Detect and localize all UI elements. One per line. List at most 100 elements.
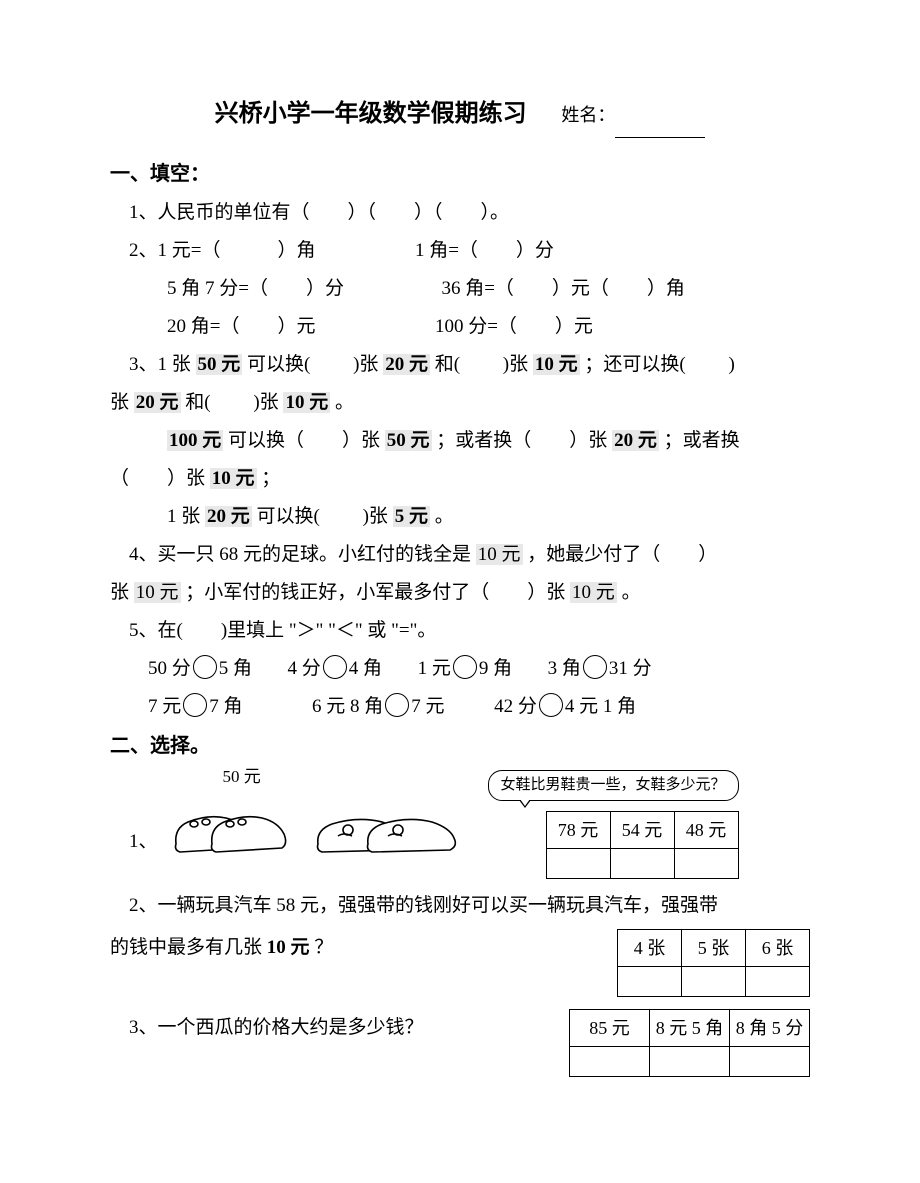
amount-10-bold: 10 元 xyxy=(267,937,310,958)
q1-4-line1: 4、买一只 68 元的足球。小红付的钱全是 10 元 ，她最少付了（ ） xyxy=(110,536,810,574)
cmp-right: 4 元 1 角 xyxy=(565,696,636,717)
cmp-left: 6 元 8 角 xyxy=(312,696,383,717)
q1-1: 1、人民币的单位有（ ）（ ）（ ）。 xyxy=(110,194,810,232)
answer-cell[interactable] xyxy=(570,1047,650,1077)
cmp-right: 9 角 xyxy=(479,658,512,679)
option-cell: 8 元 5 角 xyxy=(650,1010,730,1047)
text: ； xyxy=(261,468,280,489)
shoes-illustration: 50 元 xyxy=(168,780,478,870)
q2-1-number: 1、 xyxy=(110,823,158,861)
cmp-right: 31 分 xyxy=(609,658,652,679)
q2-2-text-a: 2、一辆玩具汽车 58 元，强强带的钱刚好可以买一辆玩具汽车，强强带 xyxy=(110,887,810,925)
q1-5-intro: 5、在( )里填上 "＞" "＜" 或 "="。 xyxy=(110,612,810,650)
circle-blank[interactable] xyxy=(539,693,563,717)
text: 和( )张 xyxy=(435,354,528,375)
q2-3-options-table: 85 元 8 元 5 角 8 角 5 分 xyxy=(569,1009,810,1077)
amount-10: 10 元 xyxy=(476,544,523,565)
circle-blank[interactable] xyxy=(323,655,347,679)
amount-10: 10 元 xyxy=(134,582,181,603)
text: 1 张 xyxy=(167,506,200,527)
answer-cell[interactable] xyxy=(546,849,610,879)
text: 。 xyxy=(335,392,354,413)
amount-20: 20 元 xyxy=(134,392,181,413)
section-2-heading: 二、选择。 xyxy=(110,726,810,766)
text: （ ）张 xyxy=(110,468,205,489)
circle-blank[interactable] xyxy=(385,693,409,717)
q1-2e: 20 角=（ ）元 xyxy=(167,316,315,337)
name-input-line[interactable] xyxy=(615,137,705,138)
circle-blank[interactable] xyxy=(453,655,477,679)
text: 的钱中最多有几张 xyxy=(110,937,262,958)
option-cell: 6 张 xyxy=(746,930,810,967)
q1-3-line3: 100 元 可以换（ ）张 50 元 ；或者换（ ）张 20 元 ；或者换 xyxy=(110,422,810,460)
answer-cell[interactable] xyxy=(650,1047,730,1077)
cmp-left: 7 元 xyxy=(148,696,181,717)
text: 张 xyxy=(110,392,129,413)
amount-5: 5 元 xyxy=(393,506,430,527)
cmp-left: 50 分 xyxy=(148,658,191,679)
q1-3-line1: 3、1 张 50 元 可以换( )张 20 元 和( )张 10 元 ；还可以换… xyxy=(110,346,810,384)
text: 可以换( )张 xyxy=(247,354,378,375)
q1-2a: 2、1 元=（ ）角 xyxy=(129,240,315,261)
q1-5-row1: 50 分5 角 4 分4 角 1 元9 角 3 角31 分 xyxy=(110,650,810,688)
q2-3-text: 3、一个西瓜的价格大约是多少钱？ xyxy=(110,1009,547,1047)
q2-2-text-b: 的钱中最多有几张 10 元 ？ xyxy=(110,929,595,967)
cmp-right: 7 角 xyxy=(209,696,242,717)
cmp-right: 4 角 xyxy=(349,658,382,679)
q1-3-line2: 张 20 元 和( )张 10 元 。 xyxy=(110,384,810,422)
amount-10: 10 元 xyxy=(533,354,580,375)
answer-cell[interactable] xyxy=(746,967,810,997)
amount-10: 10 元 xyxy=(283,392,330,413)
text: 4、买一只 68 元的足球。小红付的钱全是 xyxy=(129,544,471,565)
text: ；还可以换( ) xyxy=(584,354,734,375)
option-cell: 48 元 xyxy=(674,812,738,849)
cmp-left: 4 分 xyxy=(288,658,321,679)
answer-cell[interactable] xyxy=(610,849,674,879)
text: ，她最少付了（ ） xyxy=(527,544,717,565)
q2-3: 3、一个西瓜的价格大约是多少钱？ 85 元 8 元 5 角 8 角 5 分 xyxy=(110,1009,810,1077)
amount-50: 50 元 xyxy=(196,354,243,375)
shoes-icon xyxy=(168,786,478,864)
answer-cell[interactable] xyxy=(674,849,738,879)
answer-cell[interactable] xyxy=(730,1047,810,1077)
answer-cell[interactable] xyxy=(618,967,682,997)
text: ；或者换（ ）张 xyxy=(436,430,607,451)
text: 可以换（ ）张 xyxy=(228,430,380,451)
answer-cell[interactable] xyxy=(682,967,746,997)
text: 。 xyxy=(622,582,641,603)
bubble-text: 女鞋比男鞋贵一些，女鞋多少元？ xyxy=(501,777,726,793)
text: 张 xyxy=(110,582,129,603)
q1-2b: 1 角=（ ）分 xyxy=(415,240,554,261)
text: ；或者换 xyxy=(664,430,740,451)
amount-10: 10 元 xyxy=(210,468,257,489)
q1-3-line4: （ ）张 10 元 ； xyxy=(110,460,810,498)
amount-20: 20 元 xyxy=(205,506,252,527)
section-1-heading: 一、填空： xyxy=(110,154,810,194)
q1-3-line5: 1 张 20 元 可以换( )张 5 元 。 xyxy=(110,498,810,536)
q1-5-row2: 7 元7 角 6 元 8 角7 元 42 分4 元 1 角 xyxy=(110,688,810,726)
q2-1-options-table: 78 元 54 元 48 元 xyxy=(546,811,739,879)
circle-blank[interactable] xyxy=(193,655,217,679)
cmp-right: 5 角 xyxy=(219,658,252,679)
q1-2-row2: 5 角 7 分=（ ）分 36 角=（ ）元（ ）角 xyxy=(110,270,810,308)
text: 。 xyxy=(435,506,454,527)
q2-2-options-table: 4 张 5 张 6 张 xyxy=(617,929,810,997)
name-label: 姓名： xyxy=(561,105,615,125)
option-cell: 85 元 xyxy=(570,1010,650,1047)
q1-2c: 5 角 7 分=（ ）分 xyxy=(167,278,344,299)
cmp-left: 1 元 xyxy=(418,658,451,679)
q1-2-row1: 2、1 元=（ ）角 1 角=（ ）分 xyxy=(110,232,810,270)
option-cell: 54 元 xyxy=(610,812,674,849)
q1-2d: 36 角=（ ）元（ ）角 xyxy=(441,278,684,299)
circle-blank[interactable] xyxy=(183,693,207,717)
text: ？ xyxy=(314,937,333,958)
cmp-left: 42 分 xyxy=(494,696,537,717)
option-cell: 8 角 5 分 xyxy=(730,1010,810,1047)
q1-2-row3: 20 角=（ ）元 100 分=（ ）元 xyxy=(110,308,810,346)
speech-bubble: 女鞋比男鞋贵一些，女鞋多少元？ xyxy=(488,770,739,801)
amount-100: 100 元 xyxy=(167,430,223,451)
text: 和( )张 xyxy=(185,392,278,413)
amount-20: 20 元 xyxy=(383,354,430,375)
circle-blank[interactable] xyxy=(583,655,607,679)
q1-2f: 100 分=（ ）元 xyxy=(435,316,593,337)
